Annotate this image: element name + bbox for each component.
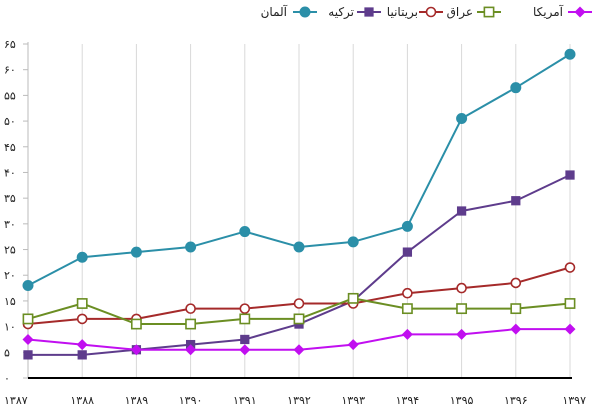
data-point — [76, 339, 88, 351]
x-tick-label: ۱۳۹۵ — [450, 394, 474, 407]
data-point — [564, 323, 576, 335]
data-point — [293, 344, 305, 356]
y-tick-label: ۱۵ — [4, 295, 16, 308]
y-tick-label: ۵۰ — [4, 115, 16, 128]
data-point — [185, 241, 197, 253]
data-point — [130, 344, 142, 356]
legend-label: آلمان — [261, 4, 288, 19]
axes: ۰ ۵ ۱۰ ۱۵ ۲۰ ۲۵ ۳۰ ۳۵ ۴۰ ۴۵ ۵۰ ۵۵ ۶۰ ۶۵ ۱۳۸۷ ۱۳۸۸ ۱۳۸۹ ۱۳… — [4, 38, 586, 407]
data-point — [347, 292, 359, 304]
y-tick-label: ۶۰ — [4, 64, 16, 77]
data-point — [511, 196, 521, 206]
y-tick-label: ۳۵ — [4, 192, 16, 205]
x-tick-label: ۱۳۸۷ — [4, 394, 28, 407]
data-point — [239, 226, 251, 238]
legend-marker — [299, 6, 311, 18]
data-point — [564, 262, 576, 273]
legend-marker — [483, 6, 495, 18]
y-tick-label: ۲۵ — [4, 244, 16, 257]
legend-label: عراق — [447, 5, 473, 20]
y-tick-label: ۳۰ — [4, 218, 16, 231]
data-point — [22, 280, 34, 292]
data-point — [456, 206, 467, 216]
y-tick-label: ۴۵ — [4, 141, 16, 154]
data-point — [77, 350, 87, 360]
legend-item: آلمان — [261, 4, 317, 19]
data-point — [76, 251, 88, 263]
data-point — [22, 313, 34, 325]
data-point — [185, 303, 196, 314]
legend-label: ترکیه — [328, 5, 354, 20]
legend-item: بریتانیا — [387, 5, 443, 20]
y-tick-label: ۲۰ — [4, 269, 16, 282]
series-layer — [22, 48, 576, 360]
data-point — [76, 298, 88, 309]
grid — [81, 44, 571, 378]
data-point — [239, 344, 251, 356]
data-point — [564, 48, 576, 60]
x-tick-label: ۱۳۹۶ — [504, 394, 528, 407]
series — [22, 292, 576, 330]
data-point — [510, 82, 522, 94]
x-tick-label: ۱۳۹۴ — [396, 394, 420, 407]
data-point — [510, 277, 522, 289]
y-tick-label: ۵۵ — [4, 89, 16, 102]
data-point — [456, 282, 467, 294]
data-point — [402, 247, 413, 257]
legend-item: آمریکا — [533, 4, 592, 20]
data-point — [76, 313, 88, 325]
data-point — [456, 328, 468, 340]
data-point — [185, 318, 197, 330]
data-point — [130, 318, 142, 330]
legend-marker — [425, 6, 437, 18]
y-tick-label: ۶۵ — [4, 38, 16, 51]
x-tick-label: ۱۳۹۱ — [233, 394, 257, 407]
data-point — [401, 303, 413, 315]
series — [22, 48, 576, 292]
data-point — [130, 246, 142, 258]
y-tick-label: ۰ — [4, 372, 10, 385]
data-point — [565, 170, 575, 180]
data-point — [510, 323, 522, 335]
data-point — [456, 113, 468, 125]
y-tick-label: ۱۰ — [4, 321, 16, 334]
data-point — [347, 339, 359, 351]
legend-marker — [574, 6, 586, 18]
data-point — [510, 303, 522, 315]
y-tick-label: ۴۰ — [4, 166, 16, 179]
data-point — [185, 344, 197, 356]
data-point — [401, 328, 413, 340]
x-tick-label: ۱۳۹۰ — [179, 394, 203, 407]
legend-marker — [364, 7, 374, 17]
data-point — [239, 303, 251, 314]
data-point — [239, 313, 251, 325]
legend-label: آمریکا — [533, 4, 564, 20]
data-point — [23, 350, 33, 360]
x-tick-label: ۱۳۸۹ — [125, 394, 149, 407]
x-tick-label: ۱۳۹۳ — [341, 394, 365, 407]
data-point — [293, 241, 305, 253]
series — [22, 323, 576, 356]
data-point — [293, 298, 305, 309]
data-point — [347, 236, 359, 248]
data-point — [401, 220, 413, 232]
x-tick-label: ۱۳۹۷ — [562, 394, 586, 407]
legend: آلمان ترکیه بریتانیا عراق آمریکا — [261, 4, 592, 20]
x-tick-label: ۱۳۹۲ — [287, 394, 311, 407]
data-point — [293, 313, 305, 325]
legend-label: بریتانیا — [387, 5, 418, 20]
data-point — [564, 298, 576, 309]
legend-item: عراق — [447, 5, 501, 20]
data-point — [402, 287, 413, 299]
data-point — [456, 303, 468, 315]
x-tick-label: ۱۳۸۸ — [70, 394, 94, 407]
y-tick-label: ۵ — [4, 346, 10, 359]
data-point — [22, 333, 34, 345]
data-point — [240, 334, 250, 345]
legend-item: ترکیه — [328, 5, 381, 20]
